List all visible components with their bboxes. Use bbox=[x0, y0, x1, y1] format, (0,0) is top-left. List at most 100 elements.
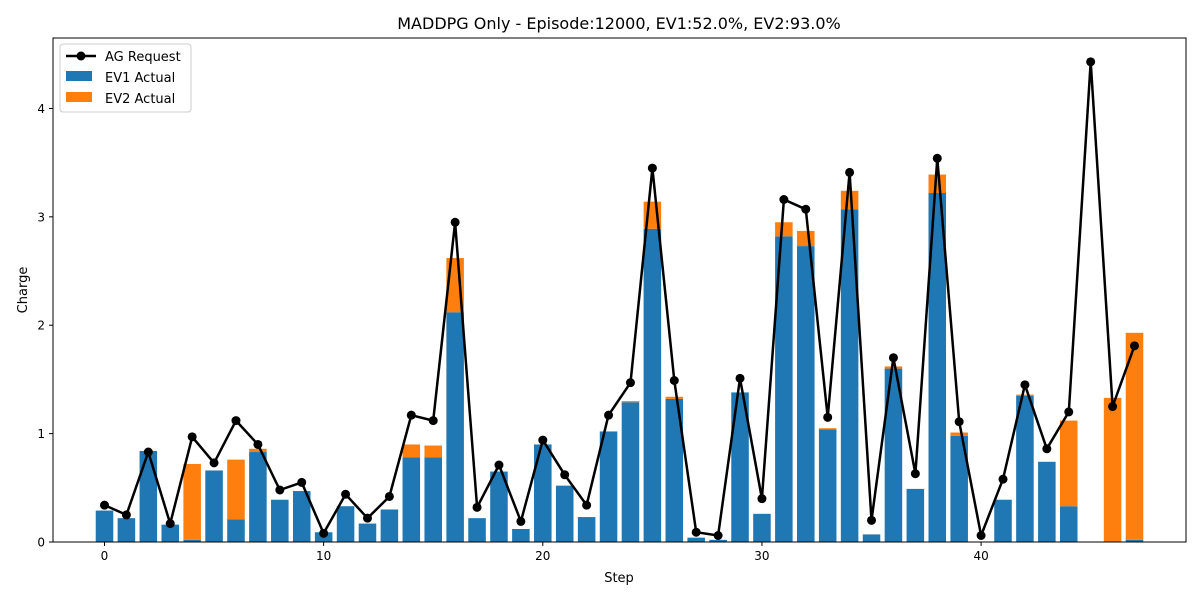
x-axis: 0 10 20 30 40 bbox=[101, 542, 989, 563]
bar-ev1-step-17 bbox=[468, 518, 486, 542]
ag-request-line bbox=[103, 60, 1136, 537]
ag-request-point-step-5 bbox=[209, 458, 219, 468]
y-tick-label-1: 1 bbox=[37, 427, 45, 441]
bar-ev1-step-15 bbox=[424, 457, 442, 542]
bar-ev1-step-41 bbox=[994, 499, 1012, 542]
bar-ev1-step-21 bbox=[555, 485, 574, 542]
ag-request-point-step-13 bbox=[384, 491, 394, 501]
ag-request-point-step-11 bbox=[341, 489, 351, 499]
ag-request-point-step-15 bbox=[428, 416, 438, 426]
ag-request-point-step-28 bbox=[713, 530, 723, 540]
ag-request-point-step-38 bbox=[932, 153, 942, 163]
bar-ev1-step-43 bbox=[1038, 461, 1056, 542]
ag-request-point-step-7 bbox=[253, 439, 263, 449]
y-tick-label-0: 0 bbox=[37, 536, 45, 550]
bar-ev2-step-42 bbox=[1016, 394, 1034, 396]
bar-ev1-step-2 bbox=[139, 450, 158, 542]
bar-ev1-step-24 bbox=[621, 402, 640, 542]
x-tick-label-0: 0 bbox=[101, 549, 109, 563]
legend-swatch-ev1 bbox=[66, 71, 92, 81]
bar-ev1-step-23 bbox=[599, 431, 618, 542]
bar-ev2-step-46 bbox=[1103, 397, 1122, 542]
bar-ev1-step-0 bbox=[95, 510, 114, 542]
bar-layer bbox=[95, 174, 1144, 543]
ag-request-point-step-30 bbox=[757, 494, 767, 504]
bar-ev2-step-14 bbox=[402, 444, 421, 458]
bar-ev1-step-1 bbox=[117, 518, 136, 542]
ag-request-point-step-34 bbox=[845, 167, 855, 177]
bar-ev1-step-28 bbox=[709, 539, 727, 542]
ag-request-point-step-10 bbox=[319, 528, 329, 538]
bar-ev1-step-27 bbox=[687, 537, 705, 542]
ag-request-point-step-27 bbox=[691, 527, 701, 537]
ag-request-point-step-39 bbox=[954, 417, 964, 427]
chart-title: MADDPG Only - Episode:12000, EV1:52.0%, … bbox=[397, 14, 841, 33]
bar-ev1-step-26 bbox=[665, 398, 684, 542]
bar-ev1-step-31 bbox=[775, 236, 793, 542]
legend-swatch-ev2 bbox=[66, 92, 92, 102]
y-tick-label-4: 4 bbox=[37, 102, 45, 116]
ag-request-point-step-20 bbox=[538, 435, 548, 445]
y-tick-label-2: 2 bbox=[37, 319, 45, 333]
y-axis-label: Charge bbox=[16, 267, 31, 314]
ag-request-point-step-47 bbox=[1130, 341, 1139, 351]
x-axis-label: Step bbox=[604, 571, 634, 586]
bar-ev2-step-33 bbox=[818, 428, 837, 430]
bar-ev1-step-38 bbox=[928, 192, 947, 543]
ag-request-point-step-32 bbox=[801, 204, 811, 214]
bar-ev2-step-47 bbox=[1125, 332, 1144, 540]
bar-ev1-step-19 bbox=[512, 528, 530, 542]
ag-request-point-step-6 bbox=[231, 416, 241, 426]
ag-request-point-step-40 bbox=[976, 530, 986, 540]
ag-request-point-step-2 bbox=[143, 447, 153, 457]
bar-ev1-step-22 bbox=[577, 517, 596, 542]
ag-request-point-step-9 bbox=[297, 477, 307, 487]
bar-ev1-step-14 bbox=[402, 457, 421, 542]
bar-ev1-step-29 bbox=[731, 392, 749, 542]
bar-ev2-step-31 bbox=[775, 222, 793, 237]
bar-ev1-step-8 bbox=[271, 499, 289, 542]
bar-ev1-step-34 bbox=[840, 209, 859, 542]
line-layer bbox=[100, 57, 1139, 540]
legend-box bbox=[59, 43, 192, 113]
x-tick-label-30: 30 bbox=[754, 549, 769, 563]
ag-request-point-step-22 bbox=[582, 500, 592, 510]
ag-request-point-step-42 bbox=[1020, 380, 1030, 390]
bar-ev1-step-13 bbox=[380, 509, 399, 542]
bar-ev1-step-7 bbox=[249, 452, 267, 542]
y-tick-label-3: 3 bbox=[37, 210, 45, 224]
bar-ev1-step-42 bbox=[1016, 395, 1034, 542]
ag-request-point-step-23 bbox=[604, 410, 614, 420]
ag-request-point-step-41 bbox=[998, 474, 1008, 484]
bar-ev2-step-39 bbox=[950, 432, 968, 436]
ag-request-point-step-35 bbox=[867, 515, 877, 525]
ag-request-point-step-44 bbox=[1064, 407, 1074, 417]
ag-request-point-step-43 bbox=[1042, 444, 1052, 454]
ag-request-point-step-3 bbox=[165, 519, 175, 529]
bar-ev1-step-47 bbox=[1125, 539, 1144, 542]
bar-ev1-step-4 bbox=[183, 539, 201, 542]
ag-request-point-step-21 bbox=[560, 470, 570, 480]
bar-ev1-step-32 bbox=[797, 246, 815, 543]
bar-ev2-step-32 bbox=[797, 230, 815, 247]
legend-label-ev1-actual: EV1 Actual bbox=[105, 71, 175, 86]
ag-request-point-step-12 bbox=[362, 513, 372, 523]
ag-request-point-step-36 bbox=[888, 353, 898, 363]
bar-ev1-step-20 bbox=[534, 444, 552, 542]
ag-request-point-step-8 bbox=[275, 485, 285, 495]
x-tick-label-20: 20 bbox=[535, 549, 550, 563]
bar-ev1-step-36 bbox=[884, 368, 903, 542]
ag-request-point-step-18 bbox=[494, 460, 504, 470]
bar-ev1-step-12 bbox=[358, 523, 377, 542]
legend-label-ev2-actual: EV2 Actual bbox=[105, 92, 175, 107]
bar-ev1-step-44 bbox=[1059, 506, 1078, 542]
legend-marker-swatch bbox=[76, 51, 86, 61]
ag-request-point-step-0 bbox=[100, 500, 109, 510]
bar-ev2-step-24 bbox=[621, 401, 640, 403]
bar-ev2-step-7 bbox=[249, 448, 267, 453]
bar-ev1-step-37 bbox=[906, 488, 925, 542]
ag-request-point-step-46 bbox=[1108, 402, 1118, 412]
bar-ev1-step-30 bbox=[753, 513, 771, 542]
ag-request-point-step-45 bbox=[1086, 57, 1096, 67]
